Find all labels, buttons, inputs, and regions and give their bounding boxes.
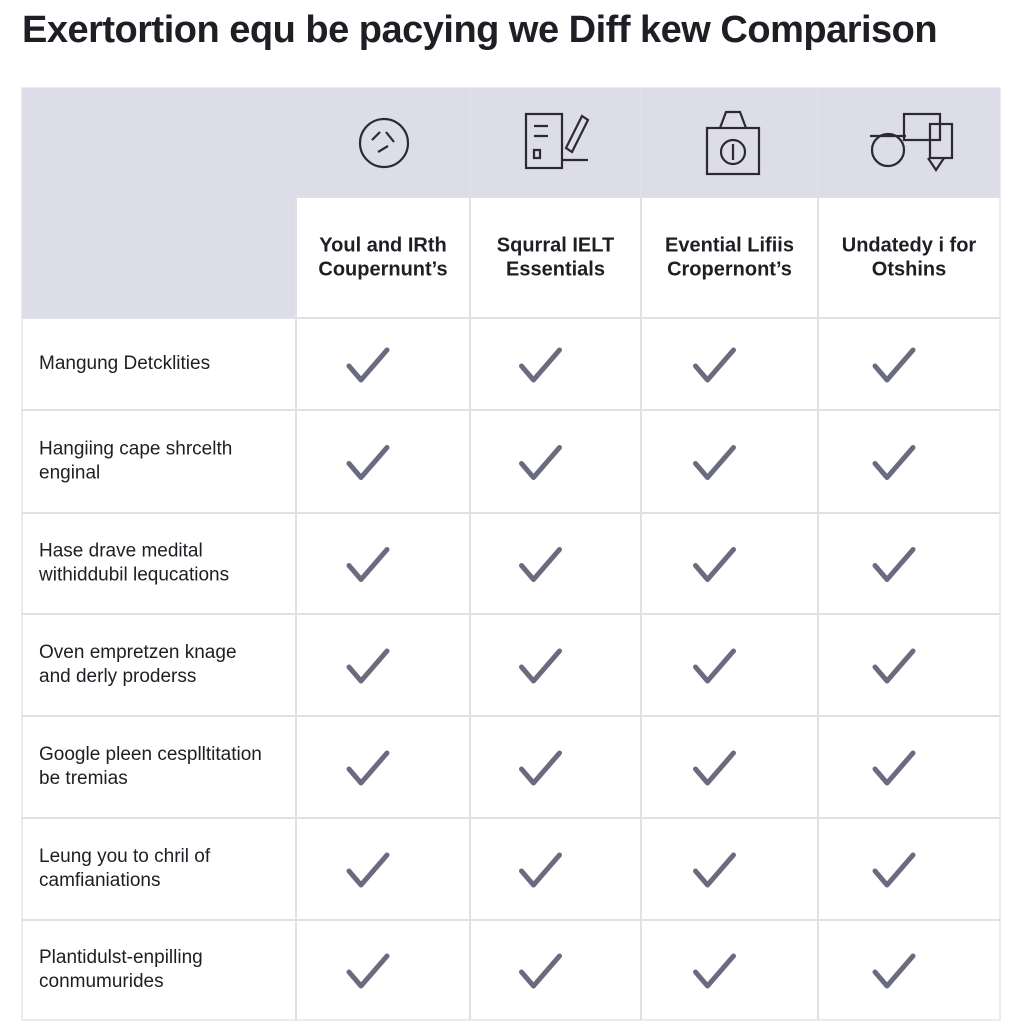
check-icon (519, 852, 562, 888)
column-icons (358, 110, 954, 176)
row-label: Plantidulst-enpilling (39, 947, 203, 968)
check-icon (519, 750, 562, 786)
check-icon (519, 445, 562, 480)
check-icon (346, 852, 390, 888)
check-icon (693, 852, 736, 888)
row-label: Oven empretzen knage (39, 642, 237, 663)
check-icon (346, 445, 390, 480)
check-icon (693, 648, 736, 684)
check-icon (346, 953, 390, 989)
row-label: be tremias (39, 768, 128, 789)
row-label: conmumurides (39, 971, 164, 992)
check-icon (346, 648, 390, 684)
row-label: enginal (39, 463, 100, 484)
column-header: Evential Lifiis (665, 234, 794, 256)
corner-cell (22, 88, 296, 318)
check-icon (872, 648, 916, 684)
page-title: Exertortion equ be pacying we Diff kew C… (22, 9, 937, 51)
row-label: camfianiations (39, 870, 160, 891)
check-icon (693, 347, 736, 383)
check-icon (346, 750, 390, 786)
check-icon (872, 445, 916, 480)
check-icon (872, 547, 916, 582)
check-icon (872, 852, 916, 888)
column-header: Essentials (506, 258, 605, 280)
row-label: Google pleen cesplltitation (39, 744, 262, 765)
column-header: Squrral IELT (497, 234, 614, 256)
row-label: Hangiing cape shrcelth (39, 439, 232, 460)
check-icon (519, 347, 562, 383)
row-label: Mangung Detcklities (39, 353, 210, 374)
check-icon (693, 445, 736, 480)
column-header: Otshins (872, 258, 946, 280)
row-label: Hase drave medital (39, 541, 203, 562)
check-icon (693, 547, 736, 582)
check-icon (519, 953, 562, 989)
check-icon (872, 347, 916, 383)
check-icon (872, 953, 916, 989)
check-icon (519, 648, 562, 684)
row-label: withiddubil lequcations (38, 565, 229, 586)
check-icon (872, 750, 916, 786)
column-header: Youl and IRth (319, 234, 446, 256)
check-icon (519, 547, 562, 582)
check-icon (693, 750, 736, 786)
check-icon (346, 547, 390, 582)
column-header: Undatedy i for (842, 234, 977, 256)
column-header: Coupernunt’s (318, 258, 447, 280)
row-label: Leung you to chril of (39, 846, 211, 867)
check-icon (693, 953, 736, 989)
row-label: and derly proderss (39, 666, 196, 687)
column-header: Cropernont’s (667, 258, 792, 280)
icon-row (296, 88, 1000, 197)
check-icon (346, 347, 390, 383)
